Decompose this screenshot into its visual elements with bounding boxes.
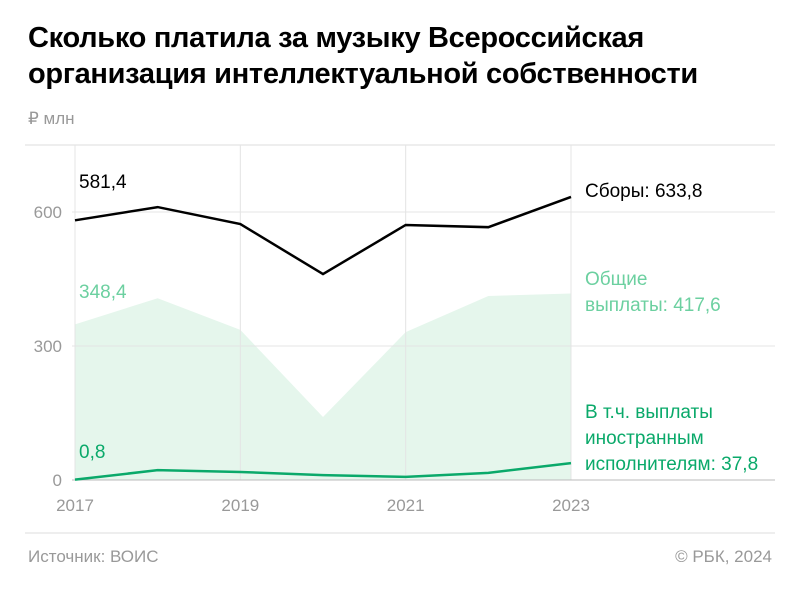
x-tick-label: 2021 (387, 496, 425, 515)
value-label: В т.ч. выплаты иностранным исполнителям: 3… (585, 402, 758, 475)
x-tick-label: 2017 (56, 496, 94, 515)
value-label: 348,4 (79, 282, 127, 303)
grid (72, 145, 775, 481)
line (74, 461, 572, 481)
value-label: Сборы: 633,8 (585, 181, 703, 202)
y-unit: ₽ млн (28, 109, 75, 128)
marks (74, 195, 572, 481)
chart-title: Сколько платила за музыку Всероссийская … (28, 22, 698, 90)
area (75, 293, 571, 480)
x-tick-label: 2019 (221, 496, 259, 515)
credit: © РБК, 2024 (675, 547, 772, 566)
line (74, 195, 572, 276)
value-label: 581,4 (79, 172, 127, 193)
value-label: Общие выплаты: 417,6 (585, 269, 721, 316)
x-tick-label: 2023 (552, 496, 590, 515)
y-tick-label: 0 (53, 471, 62, 490)
y-tick-label: 600 (34, 203, 62, 222)
value-label: 0,8 (79, 442, 105, 463)
y-tick-label: 300 (34, 337, 62, 356)
source: Источник: ВОИС (28, 547, 159, 566)
